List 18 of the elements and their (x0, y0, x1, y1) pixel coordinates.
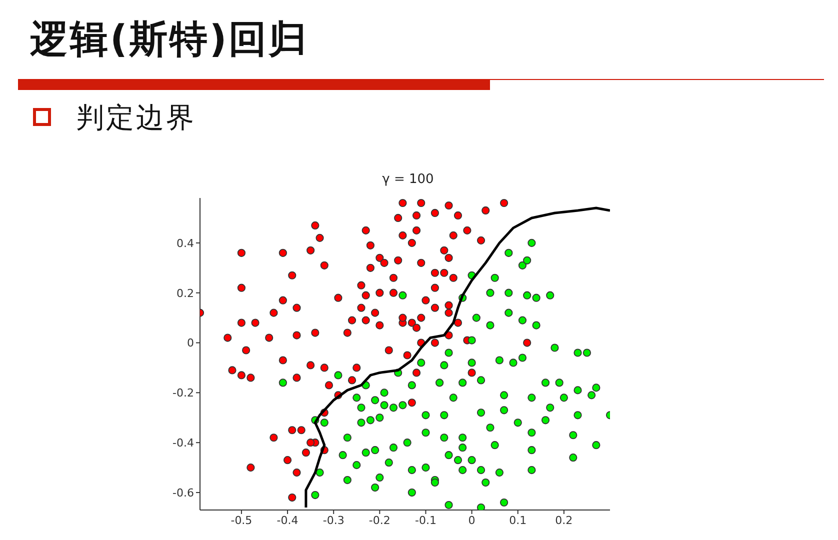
x-tick-label: -0.4 (276, 514, 298, 527)
y-tick-label: -0.6 (172, 486, 194, 500)
y-tick-label: 0.4 (176, 236, 194, 250)
y-tick-label: 0.2 (176, 286, 194, 300)
y-tick-label: -0.4 (172, 436, 194, 450)
x-tick-label: -0.1 (414, 514, 436, 527)
x-tick-label: -0.5 (230, 514, 252, 527)
x-tick-label: 0.1 (509, 514, 527, 527)
x-tick-label: -0.3 (322, 514, 344, 527)
text: γ = 100 (381, 172, 435, 187)
y-tick-label: 0 (187, 336, 194, 350)
line-series (304, 206, 610, 509)
x-tick-label: -0.2 (368, 514, 390, 527)
y-tick-label: -0.2 (172, 386, 194, 400)
chart-title: 逻辑(斯特)回归 (30, 16, 309, 63)
x-tick-label: 0.2 (555, 514, 573, 527)
x-tick-label: 0 (468, 514, 476, 527)
chart-subtitle: 判定边界 (76, 100, 196, 136)
